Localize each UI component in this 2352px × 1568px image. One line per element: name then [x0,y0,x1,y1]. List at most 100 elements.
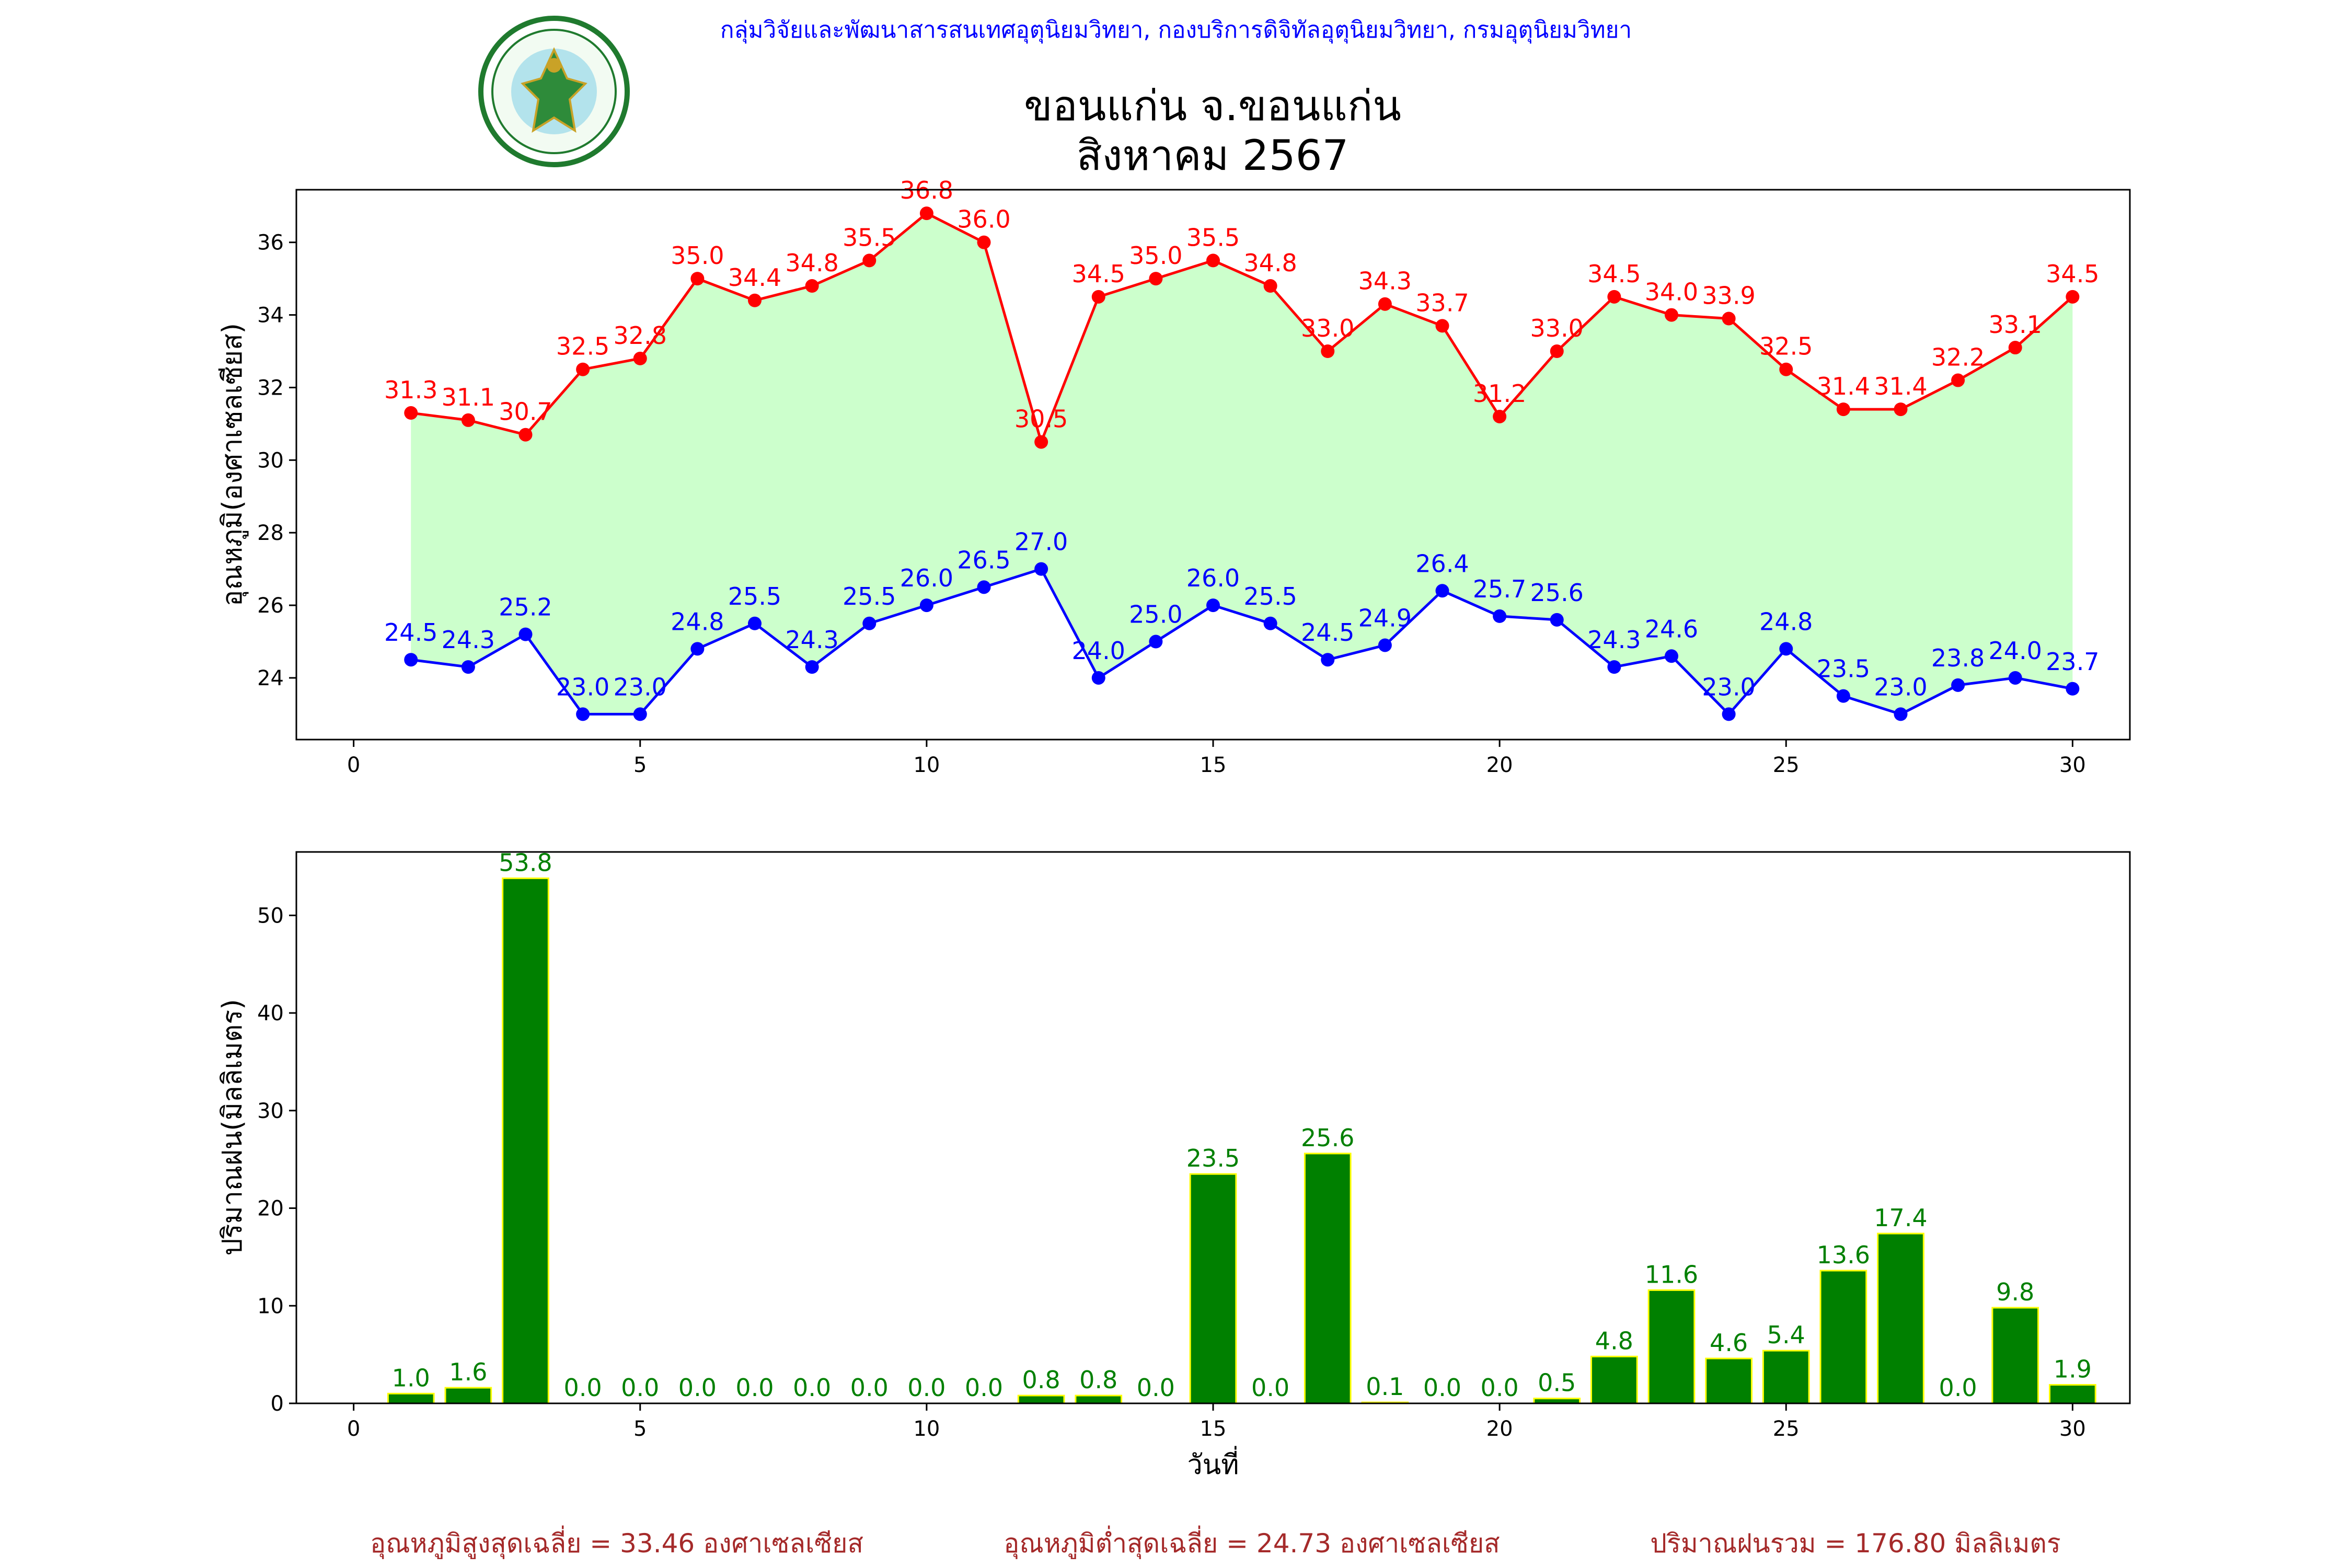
min-temperature-label: 25.5 [728,582,781,610]
max-temperature-label: 31.3 [384,376,437,404]
max-temperature-point [1779,362,1793,376]
min-temperature-label: 26.0 [1186,564,1240,592]
chart-title: ขอนแก่น จ.ขอนแก่น [1024,82,1401,130]
rainfall-bar-label: 0.8 [1079,1366,1117,1394]
rainfall-bar-label: 0.5 [1538,1369,1576,1397]
rainfall-bar-label: 0.0 [965,1374,1003,1402]
max-temperature-point [1665,308,1678,322]
max-temperature-point [862,253,877,268]
min-temperature-label: 24.8 [671,607,724,636]
min-temperature-point [1607,660,1621,674]
min-temperature-point [1722,707,1736,721]
max-temperature-label: 30.5 [1014,405,1068,433]
min-temperature-point [2066,682,2080,696]
rainfall-x-tick-label: 0 [347,1417,360,1441]
max-temperature-point [518,428,533,442]
rainfall-bar-label: 13.6 [1817,1241,1870,1269]
chart-subtitle: สิงหาคม 2567 [1077,131,1349,180]
rainfall-bar-label: 4.6 [1710,1329,1748,1357]
min-temperature-point [1951,678,1965,692]
rainfall-bar [502,877,549,1404]
rainfall-bar-label: 0.0 [850,1374,889,1402]
max-temperature-point [1263,279,1277,293]
max-temperature-point [919,206,933,221]
avg-min-summary: อุณหภูมิต่ำสุดเฉลี่ย = 24.73 องศาเซลเซีย… [1004,1526,1500,1559]
max-temperature-label: 33.7 [1415,289,1469,317]
rainfall-bar-label: 0.0 [1939,1374,1977,1402]
temperature-x-tick-label: 10 [913,753,940,777]
temperature-x-tick-label: 0 [347,753,360,777]
max-temperature-point [805,279,819,293]
rainfall-bar [444,1387,492,1404]
rainfall-bar-label: 0.0 [793,1374,831,1402]
rainfall-bar-label: 0.0 [735,1374,774,1402]
rainfall-y-tick-label: 10 [257,1294,284,1318]
max-temperature-point [404,406,418,420]
min-temperature-label: 26.4 [1415,549,1469,578]
min-temperature-point [1894,707,1908,721]
min-temperature-point [1378,638,1392,652]
max-temperature-label: 34.8 [1243,249,1297,277]
min-temperature-label: 23.0 [614,673,667,701]
min-temperature-label: 24.3 [442,626,495,654]
min-temperature-label: 24.3 [785,626,838,654]
temperature-range-fill [411,213,2073,714]
rainfall-y-axis-label: ปริมาณฝน(มิลลิเมตร) [217,999,248,1255]
max-temperature-point [2008,341,2022,355]
min-temperature-point [748,616,762,630]
rainfall-bar-label: 1.9 [2054,1355,2092,1383]
rainfall-bar [1017,1394,1065,1404]
rainfall-bar-label: 0.0 [1481,1374,1519,1402]
max-temperature-label: 34.5 [1072,260,1125,288]
min-temperature-point [461,660,475,674]
rainfall-bar [1991,1307,2039,1404]
rainfall-bar [1647,1289,1696,1404]
agency-line: กลุ่มวิจัยและพัฒนาสารสนเทศอุตุนิยมวิทยา,… [720,17,1632,44]
max-temperature-label: 34.8 [785,249,838,277]
min-temperature-label: 26.5 [957,546,1010,574]
max-temperature-point [748,293,762,307]
min-temperature-label: 25.6 [1530,579,1584,607]
max-temperature-label: 31.4 [1817,372,1870,400]
min-temperature-point [1091,671,1105,685]
max-temperature-point [461,413,475,427]
min-temperature-label: 24.9 [1358,604,1412,632]
min-temperature-label: 26.0 [900,564,953,592]
max-temperature-point [1493,409,1507,423]
rainfall-y-tick-label: 20 [257,1197,284,1221]
temperature-x-tick-label: 20 [1486,753,1513,777]
rainfall-bar-label: 1.6 [449,1358,487,1386]
min-temperature-point [576,707,590,721]
rainfall-bar [1762,1350,1810,1404]
rainfall-bar [387,1392,435,1404]
min-temperature-line [410,567,2073,717]
min-temperature-label: 25.0 [1129,601,1182,629]
rainfall-y-tick-label: 40 [257,1001,284,1025]
rainfall-x-tick-label: 10 [913,1417,940,1441]
max-temperature-label: 35.0 [1129,241,1182,270]
rainfall-bar-label: 17.4 [1874,1204,1927,1232]
min-temperature-point [977,580,991,594]
min-temperature-point [2008,671,2022,685]
rainfall-bar-label: 53.8 [499,848,552,877]
max-temperature-label: 35.0 [671,241,724,270]
rainfall-bar-label: 0.8 [1022,1366,1060,1394]
max-temperature-label: 34.5 [2046,260,2099,288]
max-temperature-point [1836,402,1850,417]
max-temperature-label: 35.5 [1186,223,1240,251]
max-temperature-point [1951,373,1965,387]
max-temperature-label: 33.0 [1530,314,1584,342]
rainfall-bar [2049,1384,2096,1404]
rainfall-x-tick-label: 30 [2059,1417,2086,1441]
temperature-y-tick-label: 26 [257,594,284,618]
min-temperature-point [1836,689,1850,703]
temperature-x-tick-label: 15 [1200,753,1227,777]
min-temperature-label: 23.7 [2046,648,2099,676]
rainfall-bar [1075,1394,1123,1404]
temperature-y-tick-label: 34 [257,304,284,328]
rainfall-bar-label: 11.6 [1645,1260,1698,1288]
rainfall-x-tick-label: 25 [1773,1417,1800,1441]
temperature-x-tick-label: 30 [2059,753,2086,777]
max-temperature-label: 35.5 [843,223,896,251]
max-temperature-label: 30.7 [499,398,552,426]
